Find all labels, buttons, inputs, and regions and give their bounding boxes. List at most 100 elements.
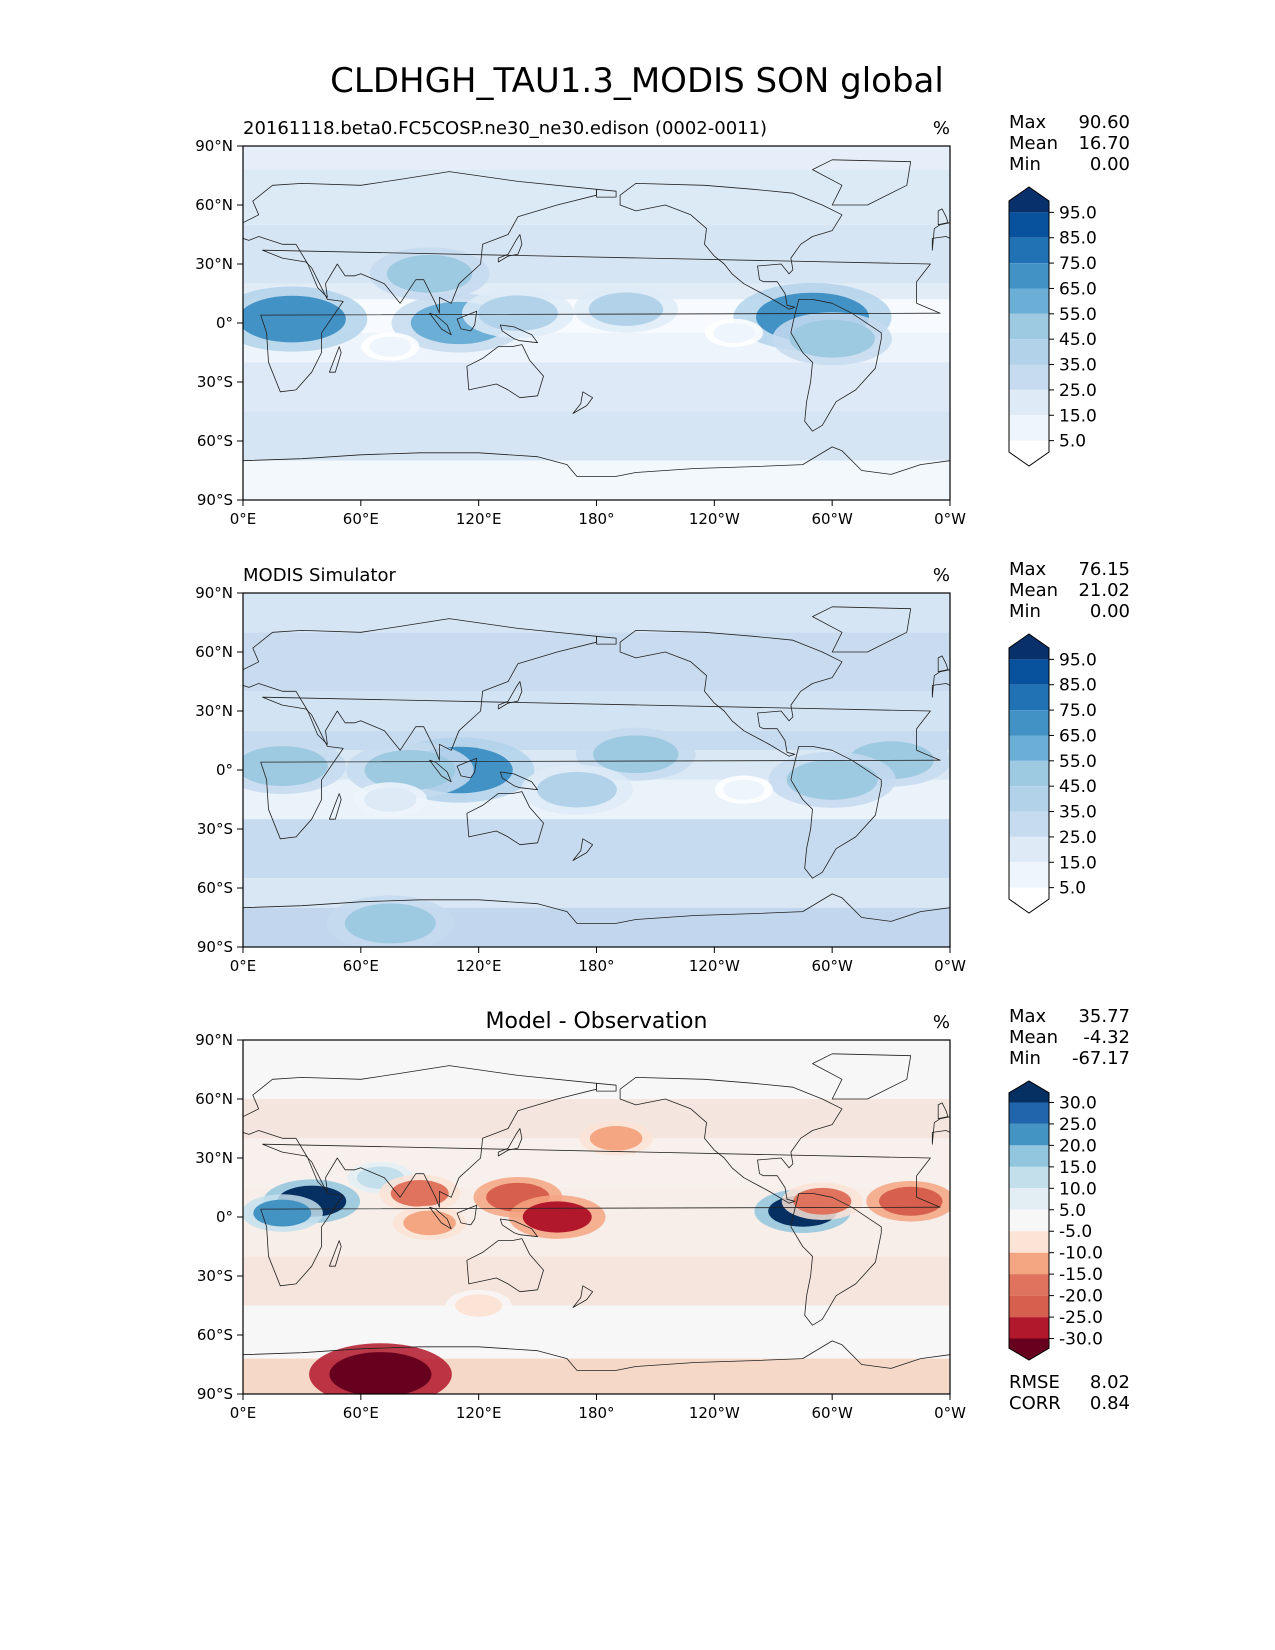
contour-feature: Amazon South: 45: [789, 319, 875, 358]
coastline: [812, 606, 912, 653]
colorbar-tick-label: 65.0: [1059, 726, 1097, 746]
colorbar-segment: [1009, 389, 1049, 416]
contour-feature: Venezuela: -20: [793, 1187, 852, 1215]
coastline: [931, 1116, 950, 1145]
colorbar-segment: [1009, 415, 1049, 441]
panel-title: Model - Observation: [486, 1009, 708, 1034]
colorbar-tick-label: -30.0: [1059, 1330, 1103, 1350]
coastline: [931, 222, 950, 251]
coastline: [572, 391, 593, 414]
contour-feature: Western Pacific: 40: [477, 295, 558, 331]
coastline: [499, 1218, 538, 1238]
colorbar-tick-label: 5.0: [1059, 432, 1086, 452]
background-band: [243, 1256, 950, 1306]
y-tick-label: 60°S: [197, 432, 233, 450]
colorbar-tick-label: 25.0: [1059, 1115, 1097, 1135]
colorbar: 95.0 85.0 75.0 65.0 55.0 45.0 35.0 25.0 15.0 5.0: [1008, 186, 1097, 467]
colorbar-tick-label: 25.0: [1059, 381, 1097, 401]
colorbar-segment: [1009, 237, 1049, 264]
field-difference: East Africa: 30Central Africa: 20Colombi…: [243, 1040, 950, 1394]
stat-label: Min: [1009, 601, 1041, 622]
coastline: [243, 171, 597, 314]
map-panel-test: Central Africa: 65Maritime Continent: 55…: [195, 112, 1130, 528]
stat-value: -67.17: [1072, 1048, 1130, 1069]
colorbar-segment: [1009, 786, 1049, 812]
coastline: [619, 1077, 843, 1204]
x-tick-label: 0°W: [934, 1404, 966, 1422]
stat-value: -4.32: [1083, 1027, 1130, 1048]
coastline: [260, 1143, 941, 1287]
colorbar-tick-label: 45.0: [1059, 777, 1097, 797]
colorbar-tick-label: 75.0: [1059, 254, 1097, 274]
colorbar-tick-label: 95.0: [1059, 650, 1097, 670]
colorbar-segment: [1009, 364, 1049, 390]
colorbar-segment: [1009, 1123, 1049, 1146]
contour-feature: Atlantic ITCZ: -25: [878, 1186, 943, 1216]
coastline: [329, 793, 342, 820]
colorbar-segment: [1009, 1338, 1049, 1360]
y-tick-label: 0°: [216, 761, 233, 779]
stat-value: 0.00: [1090, 154, 1130, 175]
coastline: [466, 344, 544, 399]
coastline: [329, 346, 342, 373]
colorbar: 95.0 85.0 75.0 65.0 55.0 45.0 35.0 25.0 15.0 5.0: [1008, 633, 1097, 914]
colorbar-tick-label: 5.0: [1059, 879, 1086, 899]
coastline: [329, 1240, 342, 1267]
extra-stat-label: RMSE: [1009, 1372, 1060, 1393]
coastline: [456, 310, 478, 332]
x-tick-label: 60°W: [811, 510, 853, 528]
x-tick-label: 120°W: [689, 957, 740, 975]
colorbar-segment: [1009, 313, 1049, 340]
coastline: [243, 893, 950, 947]
coastline: [466, 791, 544, 846]
stat-label: Min: [1009, 1048, 1041, 1069]
contour-feature: Central Africa: 20: [253, 1199, 312, 1227]
stat-label: Max: [1009, 559, 1047, 580]
contour-feature: Philippines Sea: -30: [522, 1201, 592, 1233]
colorbar-tick-label: 15.0: [1059, 853, 1097, 873]
x-tick-label: 0°W: [934, 510, 966, 528]
contour-feature: Central Africa: 65: [243, 295, 346, 343]
coastline: [429, 1206, 452, 1230]
coastline: [497, 1128, 523, 1157]
colorbar-segment: [1009, 811, 1049, 837]
coastlines: [243, 606, 950, 947]
colorbar-segment: [1009, 1166, 1049, 1189]
coastline: [790, 746, 882, 879]
contour-feature: Indian Ocean: 50: [364, 750, 456, 790]
coastline: [243, 446, 950, 500]
y-tick-label: 90°S: [197, 491, 233, 509]
coastline: [260, 249, 941, 393]
colorbar-tick-label: 35.0: [1059, 356, 1097, 376]
background-band: [243, 819, 950, 879]
x-tick-label: 120°E: [456, 510, 502, 528]
units-label: %: [933, 565, 950, 586]
colorbar-tick-label: -20.0: [1059, 1287, 1103, 1307]
colorbar-tick-label: 15.0: [1059, 406, 1097, 426]
y-tick-label: 60°S: [197, 879, 233, 897]
contour-feature: Pacific ITCZ: 45: [593, 735, 679, 774]
contour-feature: Amazon: 50: [786, 759, 878, 800]
coastline: [260, 696, 941, 840]
contour-feature: Southern Indian Ocean: 15: [364, 787, 417, 812]
contour-feature: ITCZ Pacific: 35: [588, 292, 664, 326]
y-tick-label: 30°N: [195, 255, 233, 273]
contour-feature: North Pacific: -15: [589, 1126, 643, 1151]
colorbar-tick-label: 75.0: [1059, 701, 1097, 721]
colorbar-segment: [1009, 634, 1049, 660]
background-band: [243, 691, 950, 731]
coastline: [937, 1102, 949, 1120]
coastline: [429, 759, 452, 783]
extra-stat-label: CORR: [1009, 1393, 1061, 1414]
colorbar-segment: [1009, 710, 1049, 736]
background-band: [243, 362, 950, 412]
x-tick-label: 180°: [578, 1404, 614, 1422]
colorbar-segment: [1009, 735, 1049, 761]
coastline: [619, 183, 843, 310]
contour-feature: Central Africa: 50: [243, 746, 328, 787]
colorbar-segment: [1009, 440, 1049, 466]
map-panel-difference: East Africa: 30Central Africa: 20Colombi…: [195, 1006, 1130, 1422]
contour-feature: Antarctica: 50: [344, 903, 436, 944]
colorbar-tick-label: 45.0: [1059, 330, 1097, 350]
